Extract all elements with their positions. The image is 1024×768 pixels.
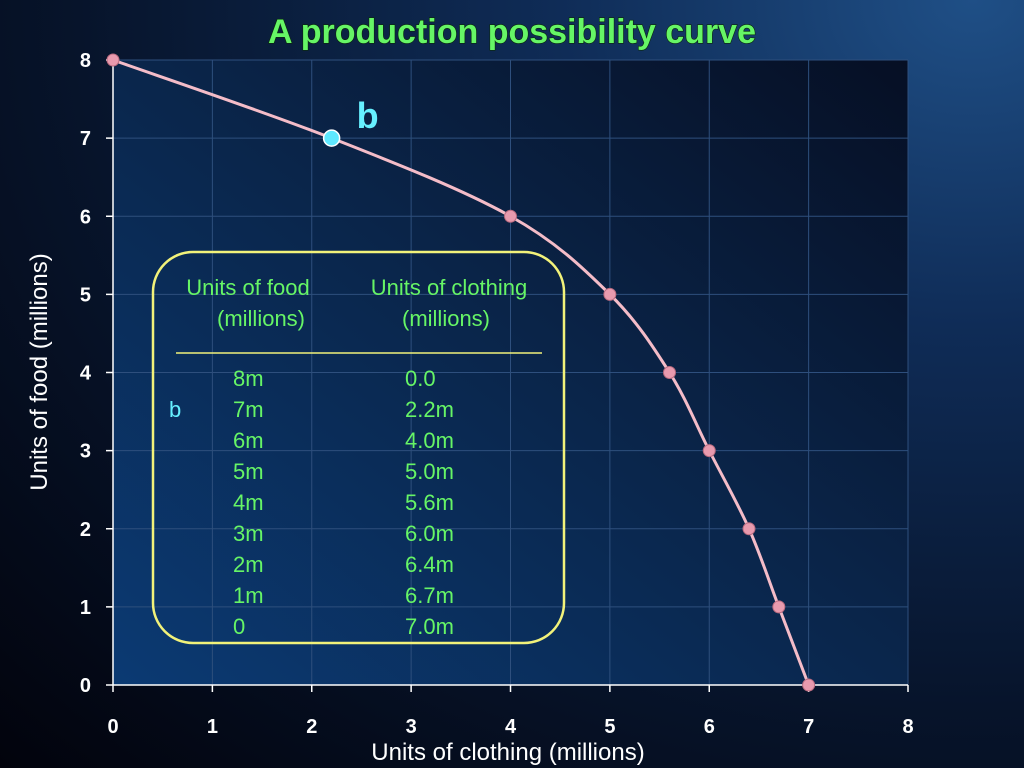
x-tick-label: 3 <box>406 716 417 738</box>
table-cell-food: 7m <box>233 397 264 422</box>
table-cell-food: 2m <box>233 552 264 577</box>
x-tick-label: 5 <box>604 716 615 738</box>
table-cell-clothing: 6.7m <box>405 583 454 608</box>
table-row: 0 7.0m <box>233 614 454 639</box>
x-tick-label: 6 <box>704 716 715 738</box>
y-tick-label: 7 <box>80 128 91 150</box>
table-row: 6m 4.0m <box>233 428 454 453</box>
table-header-clothing: Units of clothing <box>371 275 528 300</box>
curve-point <box>106 53 120 67</box>
table-header-food: Units of food <box>186 275 310 300</box>
y-tick-labels: 0 1 2 3 4 5 6 7 8 <box>80 50 92 697</box>
table-cell-clothing: 5.6m <box>405 490 454 515</box>
x-tick-label: 2 <box>306 716 317 738</box>
x-tick-label: 0 <box>107 716 118 738</box>
table-rows: 8m 0.0 b 7m 2.2m 6m 4.0m 5m 5.0m 4m 5.6m 3m 6.0m 2m 6.… <box>169 366 454 639</box>
y-tick-label: 4 <box>80 363 92 385</box>
y-tick-label: 5 <box>80 284 91 306</box>
table-cell-clothing: 7.0m <box>405 614 454 639</box>
curve-point <box>663 366 676 379</box>
table-cell-clothing: 6.0m <box>405 521 454 546</box>
y-tick-label: 6 <box>80 206 91 228</box>
chart-title: A production possibility curve <box>268 13 756 51</box>
axes <box>106 59 909 692</box>
table-header-food-unit: (millions) <box>217 306 305 331</box>
curve-point <box>802 678 816 692</box>
table-row: 3m 6.0m <box>233 521 454 546</box>
table-row: 2m 6.4m <box>233 552 454 577</box>
table-row: 5m 5.0m <box>233 459 454 484</box>
curve-point <box>603 287 617 301</box>
table-cell-clothing: 6.4m <box>405 552 454 577</box>
curve-point <box>504 209 517 223</box>
table-cell-food: 8m <box>233 366 264 391</box>
table-cell-food: 3m <box>233 521 264 546</box>
y-tick-label: 0 <box>80 675 91 697</box>
table-cell-clothing: 0.0 <box>405 366 436 391</box>
table-cell-food: 6m <box>233 428 264 453</box>
y-axis-label: Units of food (millions) <box>26 253 53 490</box>
curve-point <box>772 600 786 614</box>
table-row: 1m 6.7m <box>233 583 454 608</box>
table-cell-food: 4m <box>233 490 264 515</box>
data-table: Units of food (millions) Units of clothi… <box>151 250 566 645</box>
table-row: 4m 5.6m <box>233 490 454 515</box>
table-cell-clothing: 4.0m <box>405 428 454 453</box>
gridlines <box>113 59 909 685</box>
x-tick-label: 4 <box>505 716 517 738</box>
x-axis-label: Units of clothing (millions) <box>371 739 644 766</box>
curve-point <box>742 522 756 536</box>
table-row: 8m 0.0 <box>233 366 436 391</box>
point-b <box>322 129 341 147</box>
table-cell-food: 0 <box>233 614 245 639</box>
table-border <box>151 250 566 645</box>
table-cell-clothing: 2.2m <box>405 397 454 422</box>
curve-points <box>106 53 816 692</box>
table-row-marker: b <box>169 397 181 422</box>
table-cell-food: 1m <box>233 583 264 608</box>
x-tick-label: 7 <box>803 716 814 738</box>
y-tick-label: 8 <box>80 50 91 72</box>
y-tick-label: 2 <box>80 519 91 541</box>
table-header-clothing-unit: (millions) <box>402 306 490 331</box>
x-tick-label: 8 <box>902 716 913 738</box>
x-tick-label: 1 <box>207 716 218 738</box>
x-tick-labels: 0 1 2 3 4 5 6 7 8 <box>107 716 913 738</box>
curve-point <box>702 444 716 458</box>
table-cell-food: 5m <box>233 459 264 484</box>
table-row: b 7m 2.2m <box>169 397 454 422</box>
point-b-label: b <box>357 95 379 136</box>
y-tick-label: 1 <box>80 597 91 619</box>
table-cell-clothing: 5.0m <box>405 459 454 484</box>
y-tick-label: 3 <box>80 441 91 463</box>
